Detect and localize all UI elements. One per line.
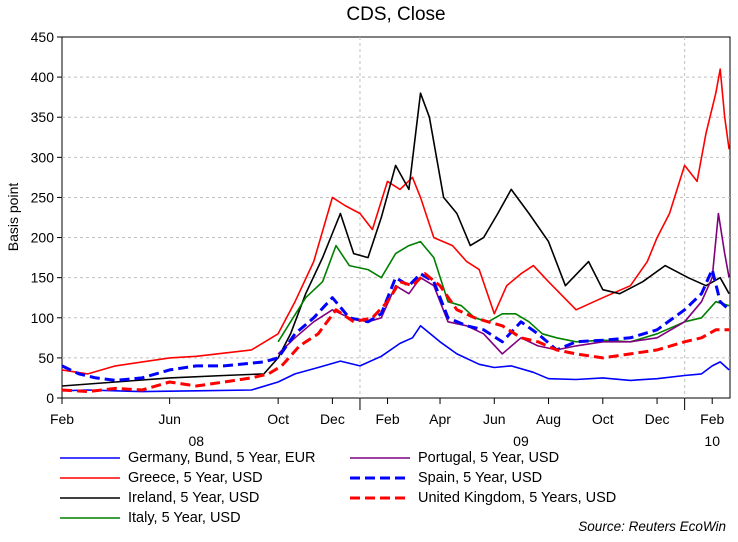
y-axis-label: Basis point <box>5 183 21 252</box>
legend-item: Germany, Bund, 5 Year, EUR <box>58 448 316 468</box>
x-tick-label: Feb <box>700 411 724 427</box>
legend-swatch <box>60 477 120 479</box>
legend-item: Greece, 5 Year, USD <box>58 468 263 488</box>
legend-label: Ireland, 5 Year, USD <box>128 490 260 506</box>
y-tick-label: 350 <box>31 109 55 125</box>
legend-label: Portugal, 5 Year, USD <box>418 450 560 466</box>
x-tick-label: Oct <box>267 411 289 427</box>
y-tick-label: 100 <box>31 310 55 326</box>
legend: Germany, Bund, 5 Year, EUR Greece, 5 Year… <box>58 448 718 528</box>
legend-label: Germany, Bund, 5 Year, EUR <box>128 450 316 466</box>
legend-swatch <box>350 496 410 500</box>
year-label: 09 <box>513 433 529 449</box>
x-tick-label: Jun <box>158 411 181 427</box>
chart-title: CDS, Close <box>346 4 445 25</box>
legend-item: Italy, 5 Year, USD <box>58 508 241 528</box>
y-tick-label: 0 <box>46 390 54 406</box>
x-tick-label: Dec <box>645 411 670 427</box>
year-label: 08 <box>189 433 205 449</box>
series-line-5 <box>61 268 731 382</box>
legend-swatch <box>60 497 120 499</box>
plot-area <box>61 36 731 399</box>
year-label: 10 <box>704 433 720 449</box>
legend-swatch <box>60 457 120 459</box>
y-tick-label: 200 <box>31 230 55 246</box>
x-tick-label: Oct <box>592 411 614 427</box>
series-line-1 <box>61 68 730 375</box>
x-tick-label: Jun <box>483 411 506 427</box>
legend-item: United Kingdom, 5 Years, USD <box>348 488 616 508</box>
legend-swatch <box>60 517 120 519</box>
y-tick-label: 50 <box>38 350 54 366</box>
x-tick-label: Apr <box>429 411 451 427</box>
legend-item: Portugal, 5 Year, USD <box>348 448 559 468</box>
series-line-0 <box>61 324 730 393</box>
x-tick-label: Aug <box>536 411 561 427</box>
x-tick-label: Dec <box>320 411 345 427</box>
grid-lines <box>62 37 730 398</box>
x-axis: Feb Jun Oct Dec Feb Apr Jun Aug Oct Dec Feb 08 09 10 <box>50 398 724 449</box>
legend-label: United Kingdom, 5 Years, USD <box>418 490 617 506</box>
legend-swatch <box>350 457 410 459</box>
y-tick-label: 250 <box>31 189 55 205</box>
series-line-2 <box>61 92 730 387</box>
x-tick-label: Feb <box>50 411 74 427</box>
x-tick-label: Feb <box>375 411 399 427</box>
source-label: Source: Reuters EcoWin <box>578 519 726 534</box>
y-tick-label: 300 <box>31 149 55 165</box>
legend-label: Spain, 5 Year, USD <box>418 470 543 486</box>
legend-swatch <box>350 476 410 480</box>
series-lines <box>61 68 731 394</box>
y-tick-label: 450 <box>31 29 55 45</box>
legend-item: Ireland, 5 Year, USD <box>58 488 259 508</box>
y-axis: 0 50 100 150 200 250 300 350 400 450 <box>31 29 62 406</box>
legend-label: Italy, 5 Year, USD <box>128 510 241 526</box>
y-tick-label: 150 <box>31 270 55 286</box>
legend-item: Spain, 5 Year, USD <box>348 468 542 488</box>
series-line-6 <box>61 272 730 394</box>
y-tick-label: 400 <box>31 69 55 85</box>
legend-label: Greece, 5 Year, USD <box>128 470 263 486</box>
